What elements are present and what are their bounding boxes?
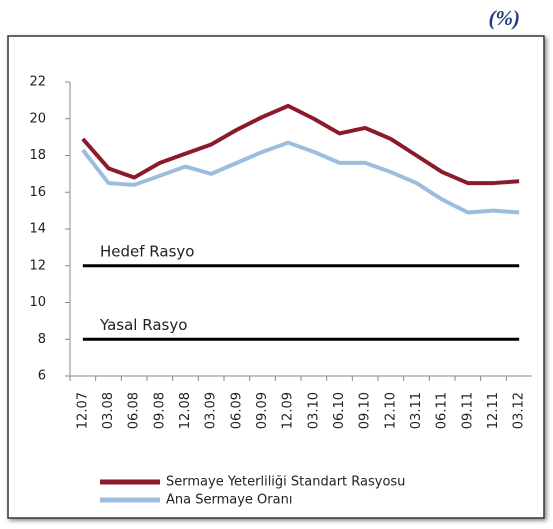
y-tick-label: 12 bbox=[29, 258, 46, 273]
y-tick-label: 18 bbox=[29, 148, 46, 163]
x-tick-label: 03.12 bbox=[512, 392, 527, 429]
x-tick-label: 12.11 bbox=[486, 392, 501, 429]
x-tick-label: 03.11 bbox=[409, 392, 424, 429]
y-tick-label: 16 bbox=[29, 185, 46, 200]
series-line bbox=[81, 103, 520, 186]
x-tick-label: 06.08 bbox=[127, 392, 142, 429]
x-tick-label: 06.10 bbox=[332, 392, 347, 429]
y-tick-label: 22 bbox=[29, 75, 46, 90]
x-tick-label: 03.08 bbox=[101, 392, 116, 429]
x-tick-label: 06.09 bbox=[229, 392, 244, 429]
legend-label: Sermaye Yeterliliği Standart Rasyosu bbox=[166, 475, 405, 490]
x-tick-label: 03.09 bbox=[204, 392, 219, 429]
series-line bbox=[81, 140, 520, 215]
legend-label: Ana Sermaye Oranı bbox=[166, 493, 292, 508]
x-tick-label: 06.11 bbox=[435, 392, 450, 429]
x-tick-label: 09.08 bbox=[152, 392, 167, 429]
y-tick-label: 20 bbox=[29, 111, 46, 126]
x-tick-label: 12.10 bbox=[383, 392, 398, 429]
y-tick-label: 6 bbox=[38, 369, 46, 384]
y-tick-label: 10 bbox=[29, 295, 46, 310]
x-tick-label: 09.09 bbox=[255, 392, 270, 429]
x-tick-label: 12.07 bbox=[75, 392, 90, 429]
unit-label: (%) bbox=[489, 6, 520, 30]
x-tick-label: 12.09 bbox=[281, 392, 296, 429]
x-tick-label: 12.08 bbox=[178, 392, 193, 429]
reference-label: Yasal Rasyo bbox=[99, 316, 187, 334]
x-tick-label: 03.10 bbox=[306, 392, 321, 429]
x-tick-label: 09.11 bbox=[460, 392, 475, 429]
reference-label: Hedef Rasyo bbox=[100, 242, 194, 260]
x-tick-label: 09.10 bbox=[358, 392, 373, 429]
frame bbox=[7, 35, 545, 519]
y-tick-label: 8 bbox=[38, 332, 46, 347]
y-tick-label: 14 bbox=[29, 222, 46, 237]
